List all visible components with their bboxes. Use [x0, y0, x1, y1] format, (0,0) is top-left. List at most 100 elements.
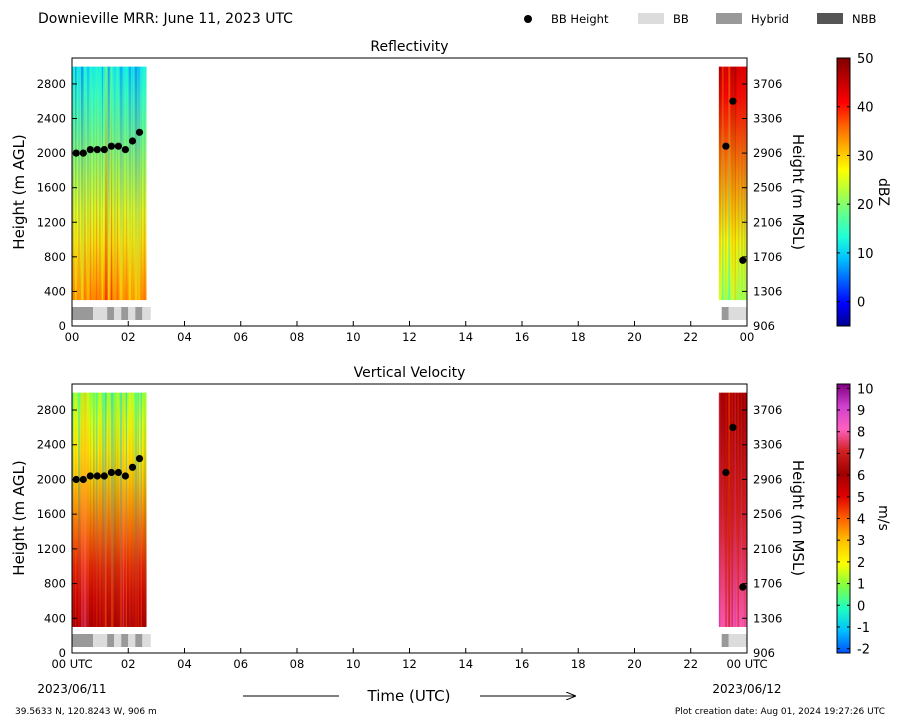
y2-tick-label: 3306	[753, 438, 782, 452]
colorbar-tick-label: 0	[857, 296, 865, 311]
y-tick-label: 2800	[37, 403, 66, 417]
y2-axis-ticks: 906 1306 1706 2106 2506 2906 3306 3706	[742, 77, 782, 333]
x-tick-label: 22	[683, 657, 698, 671]
bb-height-point	[135, 455, 144, 463]
x-tick-label: 18	[571, 657, 586, 671]
legend: BB Height BB Hybrid NBB	[524, 12, 876, 26]
x-tick-label: 06	[233, 330, 248, 344]
x-axis-label: Time (UTC)	[367, 687, 451, 705]
x-tick-label: 22	[683, 330, 698, 344]
data-streak	[722, 392, 724, 627]
bb-height-point	[107, 142, 115, 150]
x-tick-label: 10	[346, 330, 361, 344]
panel-title: Vertical Velocity	[354, 365, 466, 381]
bb-height-point	[722, 142, 730, 150]
data-streak	[143, 66, 146, 301]
x-tick-label: 20	[627, 330, 642, 344]
data-streak	[731, 66, 734, 301]
data-streak	[134, 66, 138, 301]
data-streak	[743, 66, 746, 301]
colorbar: 0 10 20 30 40 50	[836, 52, 874, 327]
data-streak	[731, 392, 734, 627]
data-streak	[131, 392, 135, 627]
data-streak	[80, 392, 84, 627]
colorbar-tick-label: -1	[857, 621, 870, 636]
colorbar-label: m/s	[875, 505, 891, 531]
legend-swatch-nbb	[817, 13, 843, 24]
data-streak	[743, 392, 746, 627]
x-tick-label: 04	[177, 330, 192, 344]
data-streak	[83, 66, 86, 301]
bb-height-point	[107, 468, 115, 477]
y-tick-label: 0	[59, 319, 66, 333]
x-tick-label: 12	[402, 330, 417, 344]
data-streak	[75, 392, 77, 627]
data-streak	[125, 392, 128, 627]
colorbar-tick-label: 2	[857, 556, 865, 571]
bb-type-segment	[728, 307, 747, 320]
bb-type-segment	[107, 634, 115, 647]
data-streak	[92, 392, 95, 627]
colorbar-tick-label: 5	[857, 491, 865, 506]
end-date-label: 2023/06/12	[712, 682, 781, 696]
data-streak	[89, 66, 92, 301]
bb-type-segment	[107, 307, 115, 320]
y-axis-label: Height (m AGL)	[10, 460, 28, 575]
data-streak	[140, 392, 142, 627]
colorbar: -2 -1 0 1 2 3 4 5 6 7 8 9 10	[836, 382, 874, 658]
bb-type-segment	[728, 634, 747, 647]
x-tick-label: 02	[121, 330, 136, 344]
figure-title: Downieville MRR: June 11, 2023 UTC	[38, 11, 293, 27]
data-streak	[122, 392, 125, 627]
data-streak	[116, 392, 119, 627]
colorbar-tick-label: 40	[857, 101, 874, 116]
y-tick-label: 400	[44, 284, 66, 298]
data-streak	[725, 392, 728, 627]
y2-tick-label: 3306	[753, 112, 782, 126]
bb-height-point	[128, 137, 137, 145]
data-streak	[143, 392, 147, 627]
bb-height-point	[729, 423, 737, 431]
data-streak	[98, 66, 101, 301]
y-tick-label: 1600	[37, 507, 66, 521]
bb-type-segment	[128, 634, 136, 647]
y-axis-ticks: 0 400 800 1200 1600 2000 2400 2800	[37, 403, 77, 660]
data-streak	[80, 66, 84, 301]
y2-tick-label: 906	[753, 646, 775, 660]
bb-type-segment	[114, 634, 122, 647]
data-streak	[92, 66, 95, 301]
bb-height-point	[93, 146, 101, 154]
data-streak	[718, 392, 721, 627]
bb-height-point	[739, 256, 747, 264]
x-tick-label: 00	[740, 330, 755, 344]
data-streak	[740, 392, 743, 627]
reflectivity-panel: Reflectivity 040080012001600200024002800…	[10, 39, 891, 344]
x-tick-label: 14	[458, 657, 473, 671]
bb-height-point	[114, 468, 122, 477]
y2-tick-label: 2106	[753, 215, 782, 229]
legend-label-bb-height: BB Height	[551, 12, 609, 26]
colorbar-tick-label: -2	[857, 643, 870, 658]
y2-tick-label: 1306	[753, 284, 782, 298]
data-streak	[72, 392, 74, 627]
bb-type-segment	[135, 634, 143, 647]
x-tick-label: 16	[515, 657, 530, 671]
x-tick-label: 00 UTC	[726, 657, 767, 671]
data-streak	[119, 392, 123, 627]
colorbar-tick-label: 6	[857, 469, 865, 484]
legend-label-nbb: NBB	[852, 12, 876, 26]
bb-height-point	[729, 97, 737, 105]
y2-tick-label: 2906	[753, 146, 782, 160]
y2-tick-label: 2506	[753, 507, 782, 521]
colorbar-tick-label: 10	[857, 382, 874, 397]
bb-type-segment	[135, 307, 143, 320]
data-streak	[718, 66, 722, 301]
y2-tick-label: 906	[753, 319, 775, 333]
data-streak	[89, 392, 92, 627]
y-axis-label: Height (m AGL)	[10, 134, 28, 249]
data-streak	[125, 66, 128, 301]
legend-swatch-bb	[638, 13, 664, 24]
y2-tick-label: 1706	[753, 250, 782, 264]
y-tick-label: 2400	[37, 438, 66, 452]
data-streak	[728, 392, 731, 627]
